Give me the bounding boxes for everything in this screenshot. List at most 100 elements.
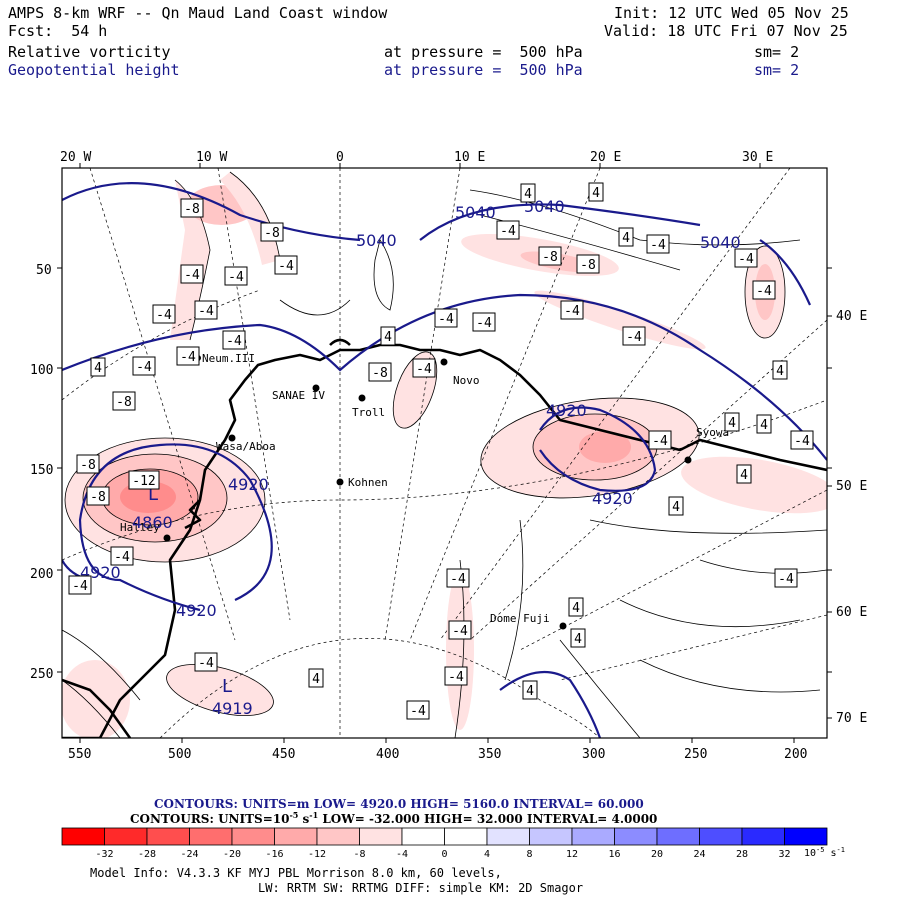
vorticity-label: -4 bbox=[448, 620, 472, 640]
height-contour-labels: 5040 5040 5040 5040 4920 4920 4920 4920 … bbox=[80, 197, 741, 718]
colorbar-tick-label: 24 bbox=[693, 849, 705, 860]
colorbar-tick-label: -20 bbox=[223, 849, 241, 860]
station-dot bbox=[440, 358, 448, 366]
vorticity-label: -4 bbox=[152, 304, 176, 324]
right-lon-label: 70 E bbox=[836, 711, 867, 726]
valid-time: Valid: 18 UTC Fri 07 Nov 25 bbox=[604, 22, 848, 40]
left-y-label: 100 bbox=[30, 363, 53, 378]
vorticity-label: -12 bbox=[128, 470, 160, 490]
vorticity-label: -4 bbox=[68, 575, 92, 595]
vorticity-label: -4 bbox=[224, 266, 248, 286]
station-label: SANAE IV bbox=[272, 389, 325, 402]
svg-text:4: 4 bbox=[526, 684, 534, 699]
height-label: 5040 bbox=[700, 233, 741, 252]
svg-text:4: 4 bbox=[572, 601, 580, 616]
bottom-x-label: 450 bbox=[272, 747, 295, 762]
vorticity-label: -8 bbox=[576, 254, 600, 274]
vorticity-label: -4 bbox=[560, 300, 584, 320]
vorticity-label: 4 bbox=[668, 496, 684, 516]
vorticity-label: -4 bbox=[622, 326, 646, 346]
height-label: 4920 bbox=[228, 475, 269, 494]
vorticity-label: 4 bbox=[588, 182, 604, 202]
left-y-label: 250 bbox=[30, 667, 53, 682]
svg-text:-4: -4 bbox=[452, 624, 468, 639]
field2-name: Geopotential height bbox=[8, 61, 180, 79]
colorbar-labels: -32 -28 -24 -20 -16 -12 -8 -4 0 4 8 12 16 20 24 28 32 bbox=[95, 849, 790, 860]
station-dot bbox=[336, 478, 344, 486]
bottom-x-label: 350 bbox=[478, 747, 501, 762]
right-lon-label: 40 E bbox=[836, 309, 867, 324]
svg-text:-4: -4 bbox=[416, 362, 432, 377]
station-label: Wasa/Aboa bbox=[216, 440, 276, 453]
vorticity-label: -4 bbox=[648, 430, 672, 450]
colorbar-tick-label: -4 bbox=[396, 849, 408, 860]
axis-labels: 20 W 10 W 0 10 E 20 E 30 E 40 E 50 E 60 … bbox=[30, 150, 867, 762]
top-lon-label: 20 E bbox=[590, 150, 621, 165]
svg-text:-4: -4 bbox=[650, 238, 666, 253]
vorticity-label: -8 bbox=[76, 454, 100, 474]
model-info-line2: LW: RRTM SW: RRTMG DIFF: simple KM: 2D S… bbox=[258, 881, 583, 895]
map-frame bbox=[61, 167, 828, 739]
vorticity-label: -4 bbox=[496, 220, 520, 240]
station-label: Dome Fuji bbox=[490, 612, 550, 625]
vorticity-label: 4 bbox=[736, 464, 752, 484]
model-info-line1: Model Info: V4.3.3 KF MYJ PBL Morrison 8… bbox=[90, 866, 502, 880]
right-lon-label: 60 E bbox=[836, 605, 867, 620]
svg-text:4: 4 bbox=[760, 418, 768, 433]
station-label: Halley bbox=[120, 521, 160, 534]
svg-text:4: 4 bbox=[312, 672, 320, 687]
svg-text:-8: -8 bbox=[542, 250, 558, 265]
vorticity-label: 4 bbox=[520, 183, 536, 203]
top-lon-label: 30 E bbox=[742, 150, 773, 165]
svg-text:-4: -4 bbox=[564, 304, 580, 319]
station-dot bbox=[684, 456, 692, 464]
colorbar-tick-label: -16 bbox=[265, 849, 283, 860]
colorbar bbox=[61, 827, 828, 846]
vorticity-label: 4 bbox=[570, 628, 586, 648]
colorbar-tick-label: 4 bbox=[484, 849, 490, 860]
colorbar-swatch bbox=[231, 827, 275, 846]
svg-text:-4: -4 bbox=[738, 252, 754, 267]
colorbar-tick-label: 20 bbox=[651, 849, 663, 860]
vorticity-label: 4 bbox=[90, 357, 106, 377]
svg-text:4: 4 bbox=[574, 632, 582, 647]
svg-text:4: 4 bbox=[384, 330, 392, 345]
vorticity-label: -4 bbox=[176, 346, 200, 366]
colorbar-swatch bbox=[104, 827, 148, 846]
vorticity-label: -4 bbox=[752, 280, 776, 300]
station-dot bbox=[559, 622, 567, 630]
svg-text:-4: -4 bbox=[72, 579, 88, 594]
vorticity-label: -8 bbox=[86, 486, 110, 506]
plot-title: AMPS 8-km WRF -- Qn Maud Land Coast wind… bbox=[8, 4, 388, 22]
axis-ticks bbox=[57, 163, 832, 743]
colorbar-tick-label: -32 bbox=[95, 849, 113, 860]
vorticity-label: -8 bbox=[260, 222, 284, 242]
vorticity-label: 4 bbox=[618, 227, 634, 247]
vorticity-label: -4 bbox=[194, 300, 218, 320]
colorbar-swatch bbox=[486, 827, 530, 846]
colorbar-swatch bbox=[571, 827, 615, 846]
svg-text:4: 4 bbox=[94, 361, 102, 376]
vorticity-label: -8 bbox=[538, 246, 562, 266]
svg-text:4: 4 bbox=[622, 231, 630, 246]
svg-text:-4: -4 bbox=[184, 268, 200, 283]
svg-text:-4: -4 bbox=[156, 308, 172, 323]
station-label: Kohnen bbox=[348, 476, 388, 489]
colorbar-swatch bbox=[189, 827, 233, 846]
svg-text:-4: -4 bbox=[226, 334, 242, 349]
svg-text:-4: -4 bbox=[180, 350, 196, 365]
colorbar-tick-label: 0 bbox=[441, 849, 447, 860]
colorbar-swatch bbox=[741, 827, 785, 846]
colorbar-tick-label: 8 bbox=[526, 849, 532, 860]
field2-level: at pressure = 500 hPa bbox=[384, 61, 583, 79]
top-lon-label: 10 W bbox=[196, 150, 227, 165]
vorticity-label: 4 bbox=[380, 326, 396, 346]
init-time: Init: 12 UTC Wed 05 Nov 25 bbox=[614, 4, 849, 22]
map-content: L L bbox=[62, 168, 827, 738]
vorticity-label: -4 bbox=[194, 652, 218, 672]
vorticity-label: -4 bbox=[222, 330, 246, 350]
left-y-label: 200 bbox=[30, 567, 53, 582]
svg-text:-4: -4 bbox=[198, 304, 214, 319]
svg-text:4: 4 bbox=[672, 500, 680, 515]
